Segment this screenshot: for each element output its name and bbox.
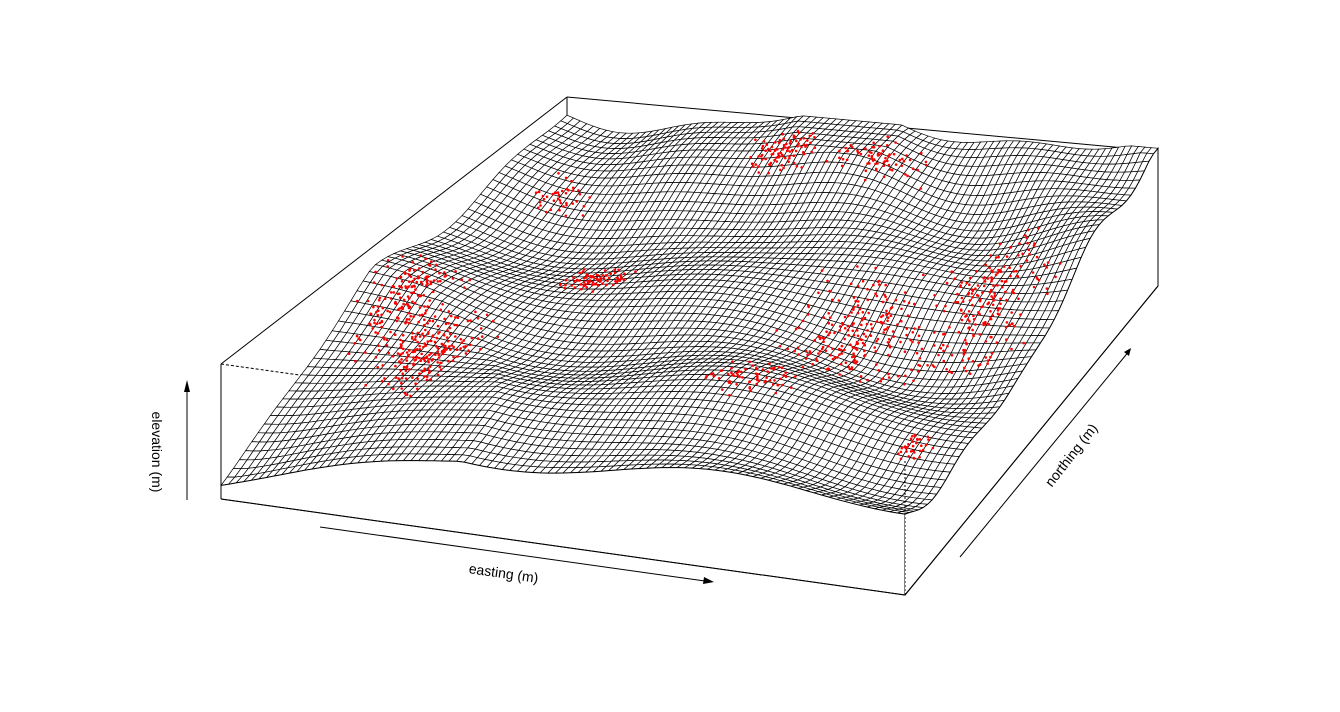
surface-mesh (220, 114, 1159, 596)
box-edge-top-left (220, 96, 568, 365)
